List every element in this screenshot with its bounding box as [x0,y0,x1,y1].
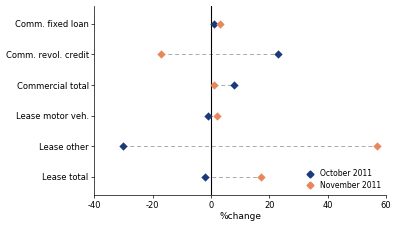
Point [120,144,127,148]
Point [275,53,281,56]
Point [217,22,223,26]
Point [211,22,217,26]
Point [374,144,381,148]
Point [257,175,264,179]
X-axis label: %change: %change [219,212,261,222]
Point [211,83,217,87]
Legend: October 2011, November 2011: October 2011, November 2011 [301,168,382,191]
Point [214,114,220,117]
Point [231,83,237,87]
Point [202,175,208,179]
Point [158,53,164,56]
Point [205,114,211,117]
